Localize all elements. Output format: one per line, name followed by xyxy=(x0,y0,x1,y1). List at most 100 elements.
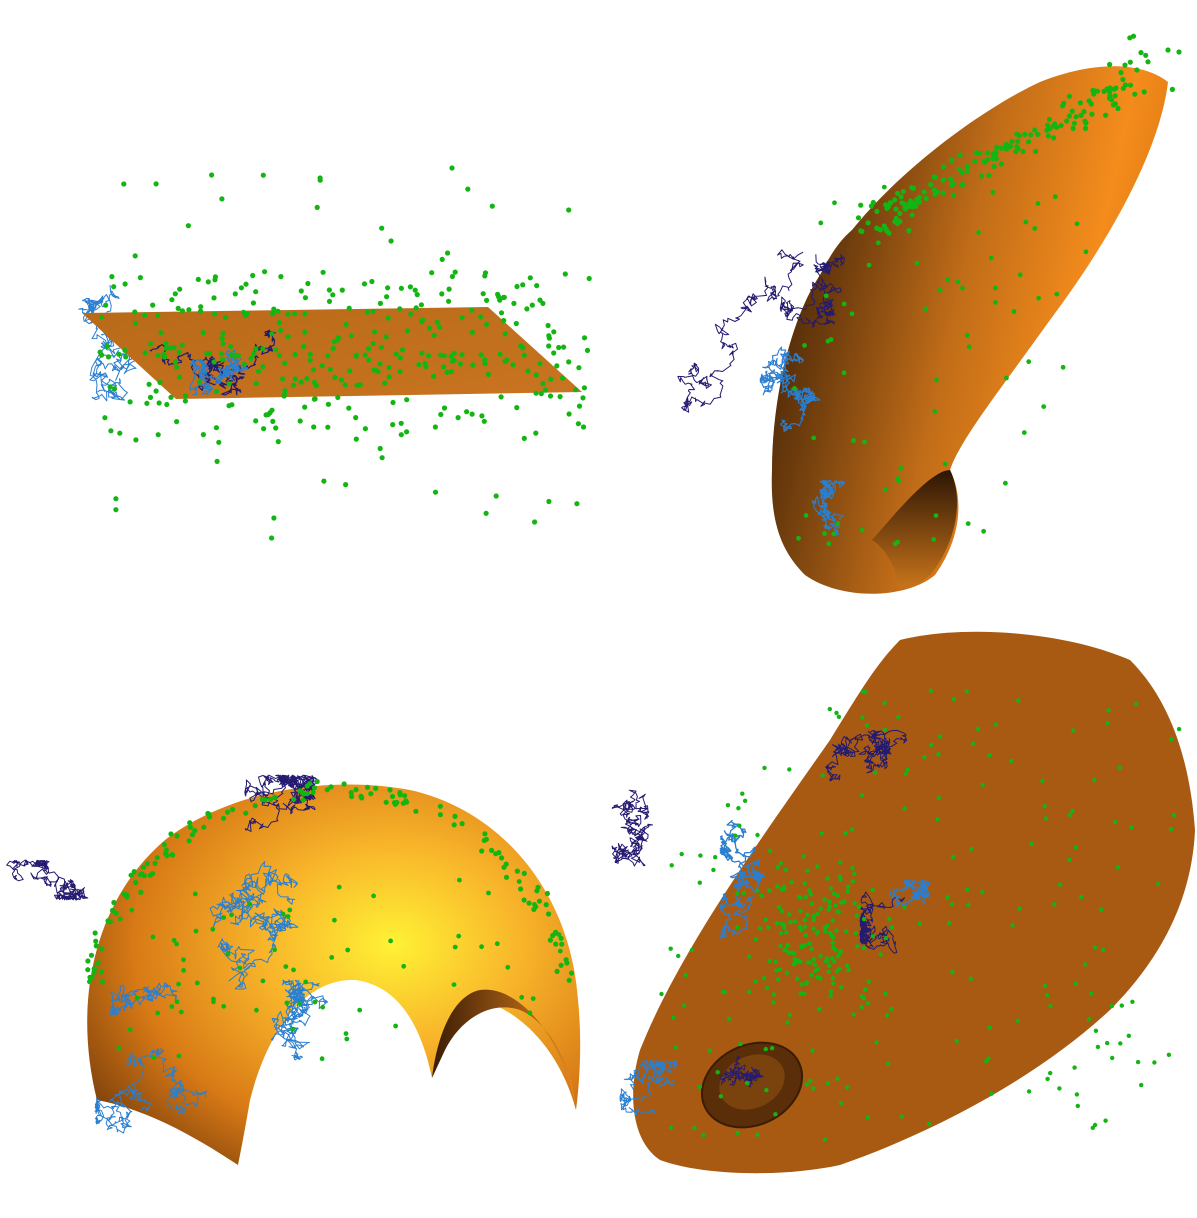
scatter-point xyxy=(433,424,438,429)
scatter-point xyxy=(854,931,858,935)
scatter-point xyxy=(355,383,360,388)
scatter-point xyxy=(312,397,317,402)
scatter-point xyxy=(531,996,536,1001)
scatter-point xyxy=(903,206,908,211)
scatter-point xyxy=(1016,1019,1020,1023)
scatter-point xyxy=(764,918,768,922)
scatter-point xyxy=(941,178,946,183)
scatter-point xyxy=(1045,1077,1049,1081)
scatter-point xyxy=(834,903,838,907)
scatter-point xyxy=(822,897,826,901)
scatter-point xyxy=(133,321,138,326)
scatter-point xyxy=(379,226,384,231)
scatter-point xyxy=(321,270,326,275)
scatter-point xyxy=(482,419,487,424)
scatter-point xyxy=(896,715,900,719)
scatter-point xyxy=(233,291,238,296)
scatter-point xyxy=(798,896,802,900)
scatter-point xyxy=(544,902,549,907)
scatter-point xyxy=(911,186,916,191)
scatter-point xyxy=(321,479,326,484)
scatter-point xyxy=(793,957,797,961)
scatter-point xyxy=(271,307,276,312)
scatter-point xyxy=(268,797,273,802)
scatter-point xyxy=(220,336,225,341)
scatter-point xyxy=(242,361,247,366)
scatter-point xyxy=(860,715,864,719)
scatter-point xyxy=(999,162,1004,167)
scatter-point xyxy=(955,1039,959,1043)
scatter-point xyxy=(366,358,371,363)
scatter-point xyxy=(385,285,390,290)
scatter-point xyxy=(346,406,351,411)
scatter-point xyxy=(158,330,163,335)
scatter-point xyxy=(164,402,169,407)
scatter-point xyxy=(735,891,739,895)
scatter-point xyxy=(1169,827,1173,831)
scatter-point xyxy=(765,986,769,990)
scatter-point xyxy=(1071,126,1076,131)
scatter-point xyxy=(315,779,320,784)
scatter-point xyxy=(855,944,859,948)
scatter-point xyxy=(901,189,906,194)
scatter-point xyxy=(777,905,781,909)
scatter-point xyxy=(221,915,226,920)
scatter-point xyxy=(935,817,939,821)
scatter-point xyxy=(214,425,219,430)
scatter-point xyxy=(169,297,174,302)
scatter-point xyxy=(915,261,920,266)
scatter-point xyxy=(908,198,913,203)
scatter-point xyxy=(397,306,402,311)
scatter-point xyxy=(435,320,440,325)
scatter-point xyxy=(522,897,527,902)
scatter-point xyxy=(789,880,793,884)
scatter-point xyxy=(378,301,383,306)
scatter-point xyxy=(347,306,352,311)
scatter-point xyxy=(181,968,186,973)
scatter-point xyxy=(269,408,274,413)
scatter-point xyxy=(884,936,888,940)
scatter-point xyxy=(1111,102,1116,107)
scatter-point xyxy=(313,1000,318,1005)
scatter-point xyxy=(1024,220,1029,225)
scatter-point xyxy=(495,292,500,297)
scatter-point xyxy=(842,899,846,903)
scatter-point xyxy=(394,800,399,805)
scatter-point xyxy=(105,344,110,349)
scatter-point xyxy=(785,943,789,947)
scatter-point xyxy=(1022,430,1027,435)
scatter-point xyxy=(438,812,443,817)
scatter-point xyxy=(1170,87,1175,92)
scatter-point xyxy=(514,405,519,410)
scatter-point xyxy=(99,315,104,320)
scatter-point xyxy=(250,273,255,278)
scatter-point xyxy=(349,794,354,799)
scatter-point xyxy=(219,196,224,201)
scatter-point xyxy=(554,363,559,368)
scatter-point xyxy=(157,380,162,385)
scatter-point xyxy=(260,364,265,369)
scatter-point xyxy=(1143,53,1148,58)
scatter-point xyxy=(855,913,859,917)
scatter-point xyxy=(937,796,941,800)
scatter-point xyxy=(464,409,469,414)
scatter-point xyxy=(1122,63,1127,68)
scatter-point xyxy=(432,333,437,338)
scatter-point xyxy=(989,256,994,261)
scatter-point xyxy=(251,300,256,305)
scatter-point xyxy=(499,855,504,860)
scatter-point xyxy=(311,790,316,795)
scatter-point xyxy=(327,299,332,304)
scatter-point xyxy=(452,814,457,819)
scatter-point xyxy=(558,949,563,954)
scatter-point xyxy=(867,263,872,268)
scatter-point xyxy=(861,689,865,693)
scatter-point xyxy=(747,954,751,958)
scatter-point xyxy=(363,426,368,431)
scatter-point xyxy=(486,372,491,377)
scatter-point xyxy=(1026,139,1031,144)
scatter-point xyxy=(1060,103,1065,108)
scatter-point xyxy=(896,478,901,483)
scatter-point xyxy=(863,988,867,992)
scatter-point xyxy=(1014,144,1019,149)
